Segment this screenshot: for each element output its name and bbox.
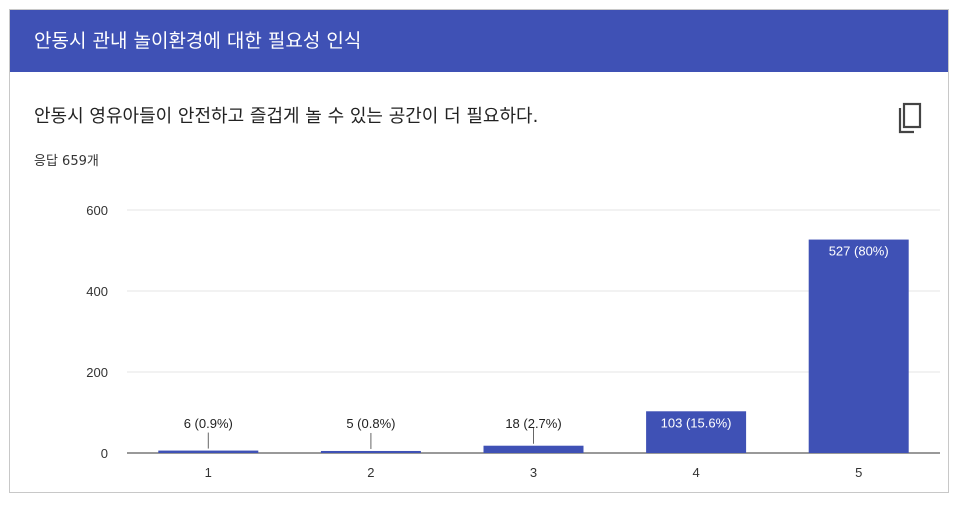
section-title: 안동시 관내 놀이환경에 대한 필요성 인식 xyxy=(34,30,362,52)
x-tick-label: 2 xyxy=(367,465,374,480)
y-tick-label: 600 xyxy=(86,203,108,218)
x-tick-label: 5 xyxy=(855,465,862,480)
y-tick-label: 400 xyxy=(86,284,108,299)
y-tick-label: 0 xyxy=(101,446,108,461)
section-header: 안동시 관내 놀이환경에 대한 필요성 인식 xyxy=(10,10,948,72)
data-label: 6 (0.9%) xyxy=(184,416,233,431)
bar xyxy=(483,445,584,453)
y-tick-label: 200 xyxy=(86,365,108,380)
data-label: 18 (2.7%) xyxy=(505,416,561,431)
data-label: 5 (0.8%) xyxy=(346,416,395,431)
x-tick-label: 3 xyxy=(530,465,537,480)
data-label: 527 (80%) xyxy=(829,244,889,259)
bar xyxy=(808,239,909,453)
copy-chart-button[interactable] xyxy=(896,102,924,136)
x-tick-label: 4 xyxy=(692,465,699,480)
bar xyxy=(646,411,747,453)
question-card: 안동시 관내 놀이환경에 대한 필요성 인식 안동시 영유아들이 안전하고 즐겁… xyxy=(9,9,949,493)
bar xyxy=(320,450,421,453)
data-label: 103 (15.6%) xyxy=(661,415,732,430)
response-count: 응답 659개 xyxy=(34,154,99,169)
x-tick-label: 1 xyxy=(205,465,212,480)
question-text: 안동시 영유아들이 안전하고 즐겁게 놀 수 있는 공간이 더 필요하다. xyxy=(34,106,539,127)
bar-chart: 0 200 400 600 6 (0.9%) 1 5 (0.8%) 2 18 (2.7%) 3 10… xyxy=(86,203,940,480)
bar xyxy=(158,450,259,453)
copy-icon xyxy=(898,102,922,134)
